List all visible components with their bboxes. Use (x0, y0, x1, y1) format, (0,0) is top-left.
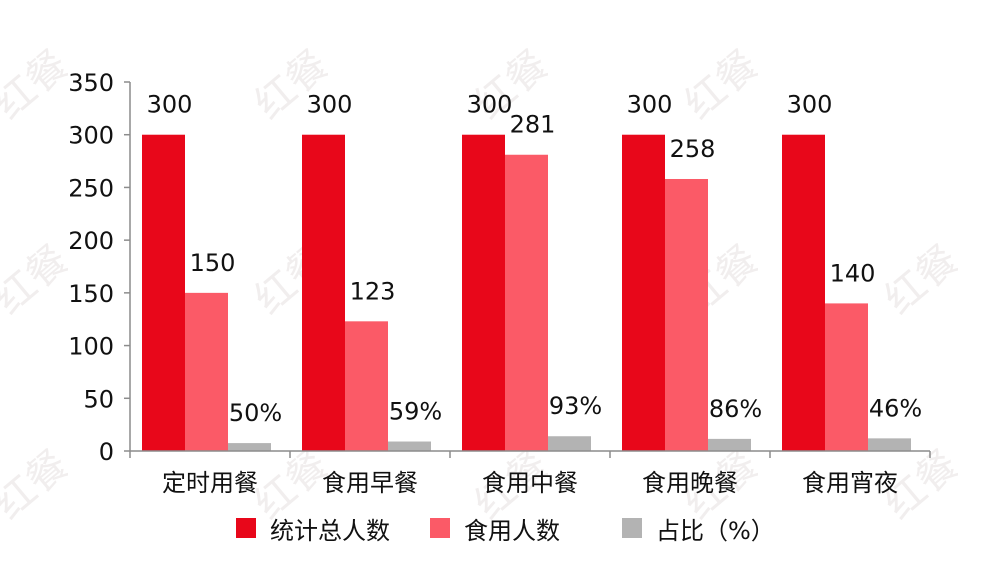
data-label: 281 (510, 111, 556, 139)
bar-1 (302, 134, 345, 451)
legend-item-eaters: 食用人数 (430, 508, 560, 548)
y-tick-label: 300 (68, 122, 114, 150)
x-category-label: 食用早餐 (322, 469, 418, 497)
x-category-label: 食用中餐 (482, 469, 578, 497)
y-axis: 0 50 100 150 200 250 300 350 (68, 69, 131, 466)
x-category-label: 食用宵夜 (802, 469, 898, 497)
data-label: 86% (709, 395, 762, 423)
data-labels: 30015050%30012359%30028193%30025886%3001… (147, 91, 923, 427)
y-tick-label: 250 (68, 174, 114, 202)
legend-item-total: 统计总人数 (236, 508, 390, 548)
x-category-label: 食用晚餐 (642, 469, 738, 497)
legend-item-ratio: 占比（%） (622, 508, 775, 548)
bar-2 (185, 292, 228, 451)
bar-3 (708, 438, 751, 451)
data-label: 300 (787, 91, 833, 119)
bar-2 (825, 303, 868, 451)
data-label: 300 (147, 91, 193, 119)
bar-3 (388, 441, 431, 451)
x-category-label: 定时用餐 (162, 469, 258, 497)
data-label: 50% (229, 399, 282, 427)
data-label: 300 (627, 91, 673, 119)
legend-label-total: 统计总人数 (270, 516, 390, 545)
y-tick-label: 200 (68, 227, 114, 255)
y-tick-label: 100 (68, 333, 114, 361)
legend-swatch-eaters (430, 518, 450, 538)
y-tick-label: 350 (68, 69, 114, 97)
bar-2 (505, 154, 548, 451)
bar-3 (548, 436, 591, 451)
data-label: 93% (549, 392, 602, 420)
legend-label-ratio: 占比（%） (656, 516, 775, 545)
legend-label-eaters: 食用人数 (464, 516, 560, 545)
watermark-text: 红餐 (0, 237, 77, 324)
y-tick-label: 150 (68, 280, 114, 308)
data-label: 300 (307, 91, 353, 119)
bar-2 (665, 178, 708, 451)
watermark-text: 红餐 (876, 237, 967, 324)
watermark-text: 红餐 (0, 42, 77, 129)
legend-swatch-ratio (622, 518, 642, 538)
data-label: 300 (467, 91, 513, 119)
bar-1 (782, 134, 825, 451)
legend: 统计总人数 食用人数 占比（%） (0, 508, 1000, 548)
data-label: 150 (190, 249, 236, 277)
bar-2 (345, 321, 388, 451)
data-label: 46% (869, 394, 922, 422)
y-tick-label: 0 (99, 438, 114, 466)
data-label: 123 (350, 277, 396, 305)
legend-swatch-total (236, 518, 256, 538)
bar-1 (622, 134, 665, 451)
bar-3 (868, 438, 911, 451)
bar-3 (228, 443, 271, 451)
data-label: 140 (830, 259, 876, 287)
data-label: 258 (670, 135, 716, 163)
x-axis: 定时用餐 食用早餐 食用中餐 食用晚餐 食用宵夜 (129, 450, 931, 497)
data-label: 59% (389, 398, 442, 426)
bars (142, 134, 911, 451)
bar-1 (142, 134, 185, 451)
y-tick-label: 50 (83, 385, 114, 413)
bar-1 (462, 134, 505, 451)
watermark-text: 红餐 (676, 42, 767, 129)
